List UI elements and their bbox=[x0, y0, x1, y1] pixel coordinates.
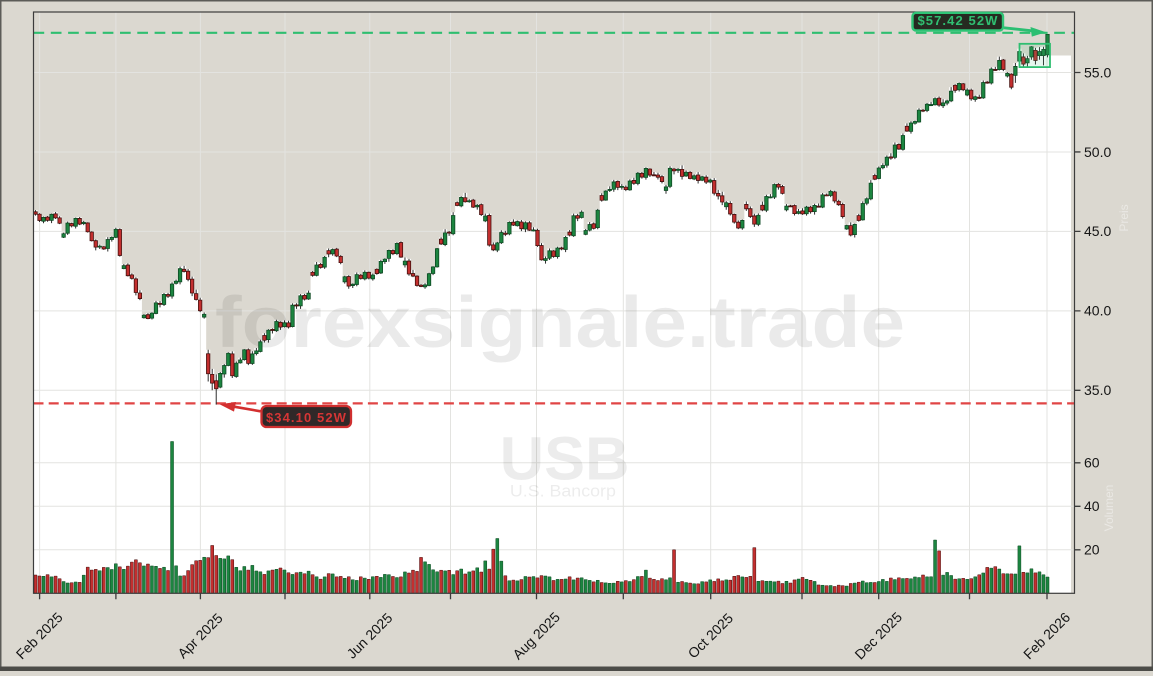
svg-text:60: 60 bbox=[1084, 455, 1100, 471]
svg-text:$57.42 52W: $57.42 52W bbox=[917, 13, 998, 28]
svg-text:U.S. Bancorp: U.S. Bancorp bbox=[510, 482, 616, 501]
svg-text:40: 40 bbox=[1084, 498, 1100, 514]
svg-text:50.0: 50.0 bbox=[1084, 144, 1111, 160]
svg-text:forexsignale.trade: forexsignale.trade bbox=[215, 283, 905, 363]
svg-text:USB: USB bbox=[500, 425, 630, 493]
svg-text:35.0: 35.0 bbox=[1084, 382, 1111, 398]
svg-text:Volumen: Volumen bbox=[1102, 485, 1116, 532]
svg-text:45.0: 45.0 bbox=[1084, 223, 1111, 239]
svg-text:$34.10 52W: $34.10 52W bbox=[266, 410, 347, 425]
svg-text:55.0: 55.0 bbox=[1084, 64, 1111, 80]
svg-text:20: 20 bbox=[1084, 542, 1100, 558]
svg-text:40.0: 40.0 bbox=[1084, 303, 1111, 319]
svg-text:Preis: Preis bbox=[1117, 204, 1131, 231]
